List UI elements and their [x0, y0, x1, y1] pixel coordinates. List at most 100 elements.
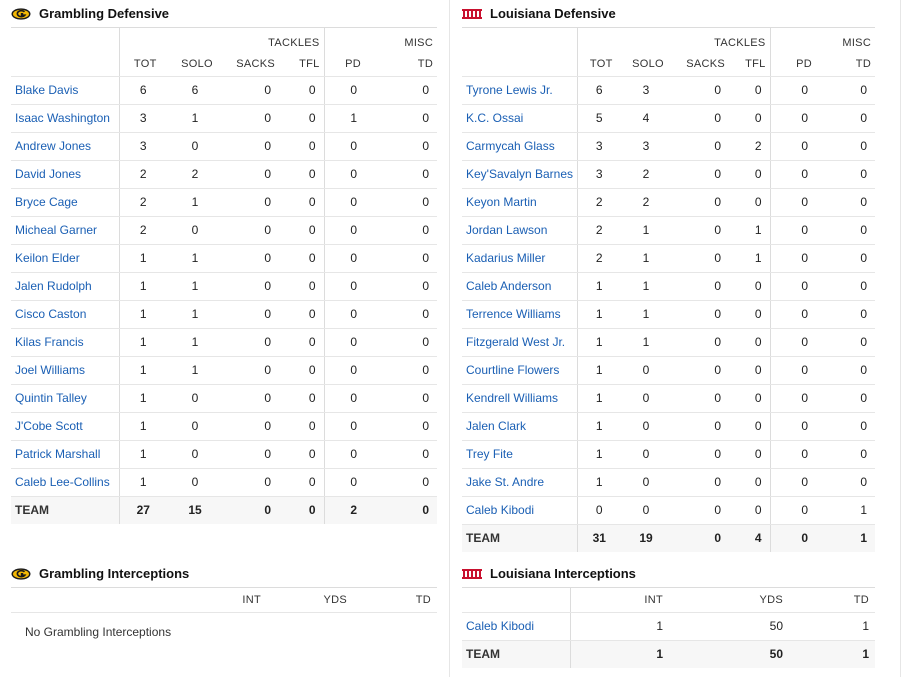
- louisiana-interceptions-table: INT YDS TD Caleb Kibodi 1 50 1 TEAM 1 50 1: [462, 588, 875, 668]
- stat-tfl: 2: [729, 132, 771, 161]
- stat-tot: 1: [576, 384, 625, 413]
- table-row: Caleb Lee-Collins 1 0 0 0 0 0: [11, 468, 438, 497]
- stat-sacks: 0: [671, 496, 729, 525]
- stat-sacks: 0: [223, 76, 279, 105]
- team-totals-row: TEAM 1 50 1: [462, 640, 875, 668]
- stat-solo: 1: [171, 188, 223, 217]
- player-name-link[interactable]: Patrick Marshall: [11, 440, 119, 469]
- stat-tot: 2: [576, 244, 625, 273]
- col-td: TD: [365, 52, 438, 77]
- stat-tot: 1: [118, 440, 171, 469]
- table-row: Quintin Talley 1 0 0 0 0 0: [11, 384, 438, 413]
- stat-tot: 1: [118, 272, 171, 301]
- table-row: Joel Williams 1 1 0 0 0 0: [11, 356, 438, 385]
- stat-pd: 0: [769, 76, 817, 105]
- stat-tot: 1: [118, 300, 171, 329]
- stat-tfl: 0: [279, 300, 325, 329]
- table-row: Fitzgerald West Jr. 1 1 0 0 0 0: [462, 328, 876, 357]
- stat-td: 0: [365, 496, 438, 524]
- player-name-link[interactable]: Isaac Washington: [11, 104, 119, 133]
- stat-td: 1: [816, 496, 876, 525]
- louisiana-defense-header: Louisiana Defensive: [462, 0, 875, 28]
- louisiana-interceptions-title: Louisiana Interceptions: [490, 566, 636, 581]
- player-name-link[interactable]: Cisco Caston: [11, 300, 119, 329]
- stat-sacks: 0: [671, 76, 729, 105]
- stat-tfl: 0: [279, 244, 325, 273]
- player-name-link[interactable]: David Jones: [11, 160, 119, 189]
- player-name-link[interactable]: Andrew Jones: [11, 132, 119, 161]
- player-name-link[interactable]: Key'Savalyn Barnes: [462, 160, 577, 189]
- player-name-link[interactable]: Courtline Flowers: [462, 356, 577, 385]
- player-name-link[interactable]: Tyrone Lewis Jr.: [462, 76, 577, 105]
- player-name-link[interactable]: K.C. Ossai: [462, 104, 577, 133]
- col-tfl: TFL: [729, 52, 771, 77]
- player-name-link[interactable]: Jalen Clark: [462, 412, 577, 441]
- player-name-link[interactable]: Blake Davis: [11, 76, 119, 105]
- stat-solo: 3: [625, 76, 671, 105]
- stat-tot: 1: [118, 356, 171, 385]
- stat-pd: 0: [769, 272, 817, 301]
- col-tot: TOT: [576, 52, 625, 77]
- player-name-link[interactable]: Jalen Rudolph: [11, 272, 119, 301]
- stat-sacks: 0: [223, 132, 279, 161]
- col-sacks: SACKS: [223, 52, 279, 77]
- player-name-link[interactable]: J'Cobe Scott: [11, 412, 119, 441]
- louisiana-defense-table: TACKLES MISC TOT SOLO SACKS TFL PD TD Ty…: [462, 28, 876, 552]
- stat-pd: 0: [769, 244, 817, 273]
- misc-group-header: MISC: [769, 28, 876, 52]
- grambling-column: Grambling Defensive TACKLES MISC TOT SOL…: [11, 0, 438, 651]
- player-name-link[interactable]: Bryce Cage: [11, 188, 119, 217]
- stat-sacks: 0: [223, 412, 279, 441]
- grambling-interceptions-title: Grambling Interceptions: [39, 566, 190, 581]
- stat-sacks: 0: [671, 132, 729, 161]
- stat-sacks: 0: [223, 272, 279, 301]
- player-name-link[interactable]: Caleb Anderson: [462, 272, 577, 301]
- player-name-link[interactable]: Caleb Kibodi: [462, 496, 577, 525]
- grambling-logo-icon: [11, 567, 31, 580]
- player-name-link[interactable]: Fitzgerald West Jr.: [462, 328, 577, 357]
- stat-solo: 0: [625, 496, 671, 525]
- player-name-link[interactable]: Carmycah Glass: [462, 132, 577, 161]
- stat-tfl: 0: [729, 160, 771, 189]
- team-totals-row: TEAM 31 19 0 4 0 1: [462, 524, 876, 552]
- stat-td: 0: [816, 216, 876, 245]
- table-row: Carmycah Glass 3 3 0 2 0 0: [462, 132, 876, 161]
- table-row: Blake Davis 6 6 0 0 0 0: [11, 76, 438, 105]
- player-name-link[interactable]: Kadarius Miller: [462, 244, 577, 273]
- stat-sacks: 0: [223, 244, 279, 273]
- stat-pd: 0: [769, 132, 817, 161]
- player-name-link[interactable]: Kilas Francis: [11, 328, 119, 357]
- player-name-link[interactable]: Caleb Kibodi: [462, 612, 570, 641]
- stat-td: 0: [365, 104, 438, 133]
- stat-tot: 6: [118, 76, 171, 105]
- stat-tot: 2: [118, 160, 171, 189]
- player-name-link[interactable]: Jordan Lawson: [462, 216, 577, 245]
- player-name-link[interactable]: Kendrell Williams: [462, 384, 577, 413]
- player-name-link[interactable]: Terrence Williams: [462, 300, 577, 329]
- louisiana-defense-title: Louisiana Defensive: [490, 6, 616, 21]
- grambling-logo-icon: [11, 7, 31, 20]
- stat-solo: 0: [171, 384, 223, 413]
- stat-tot: 2: [118, 188, 171, 217]
- player-name-link[interactable]: Micheal Garner: [11, 216, 119, 245]
- stat-solo: 1: [625, 216, 671, 245]
- no-interceptions-message: No Grambling Interceptions: [25, 624, 172, 639]
- player-name-link[interactable]: Trey Fite: [462, 440, 577, 469]
- stat-tot: 1: [118, 244, 171, 273]
- stat-pd: 0: [769, 468, 817, 497]
- player-name-link[interactable]: Joel Williams: [11, 356, 119, 385]
- stat-td: 0: [816, 272, 876, 301]
- grambling-interceptions-table: INT YDS TD: [11, 588, 437, 613]
- stat-solo: 1: [171, 244, 223, 273]
- player-name-link[interactable]: Keyon Martin: [462, 188, 577, 217]
- player-name-link[interactable]: Jake St. Andre: [462, 468, 577, 497]
- grambling-defense-title: Grambling Defensive: [39, 6, 170, 21]
- stat-td: 0: [365, 188, 438, 217]
- stat-solo: 1: [171, 300, 223, 329]
- stat-pd: 0: [769, 160, 817, 189]
- player-name-link[interactable]: Keilon Elder: [11, 244, 119, 273]
- player-name-link[interactable]: Caleb Lee-Collins: [11, 468, 119, 497]
- stat-sacks: 0: [671, 468, 729, 497]
- player-name-link[interactable]: Quintin Talley: [11, 384, 119, 413]
- stat-td: 0: [365, 76, 438, 105]
